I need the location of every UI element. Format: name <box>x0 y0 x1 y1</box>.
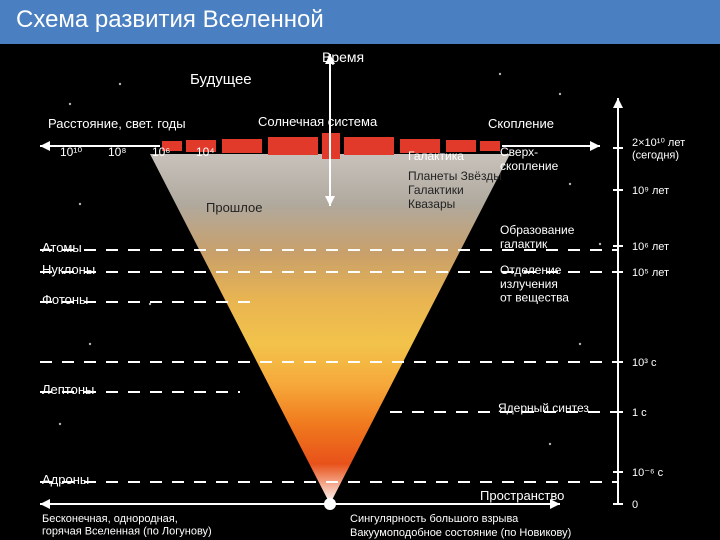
svg-text:0: 0 <box>632 499 638 511</box>
svg-text:Галактики: Галактики <box>408 183 464 197</box>
svg-text:Бесконечная, однородная,горяча: Бесконечная, однородная,горячая Вселенна… <box>42 513 212 538</box>
svg-text:10⁸: 10⁸ <box>108 145 126 159</box>
diagram-svg: Расстояние, свет. годы 10¹⁰ 10⁸ 10⁶ 10⁴ Солне… <box>0 44 720 540</box>
svg-text:2×10¹⁰ лет(сегодня): 2×10¹⁰ лет(сегодня) <box>632 137 685 162</box>
svg-text:10⁴: 10⁴ <box>196 145 215 159</box>
svg-text:Вакуумоподобное состояние (по: Вакуумоподобное состояние (по Новикову) <box>350 527 571 539</box>
svg-text:Солнечная система: Солнечная система <box>258 114 378 129</box>
svg-text:Пространство: Пространство <box>480 488 564 503</box>
svg-text:Прошлое: Прошлое <box>206 200 262 215</box>
svg-text:Фотоны: Фотоны <box>42 292 88 307</box>
svg-text:10³ с: 10³ с <box>632 357 657 369</box>
svg-text:Образованиегалактик: Образованиегалактик <box>500 223 575 251</box>
svg-text:Адроны: Адроны <box>42 472 89 487</box>
title-bar: Схема развития Вселенной <box>0 0 720 44</box>
svg-text:10⁶: 10⁶ <box>152 145 170 159</box>
diagram-area: Расстояние, свет. годы 10¹⁰ 10⁸ 10⁶ 10⁴ Солне… <box>0 44 720 540</box>
svg-text:Лептоны: Лептоны <box>42 382 94 397</box>
page-title: Схема развития Вселенной <box>16 6 324 33</box>
svg-text:Сверх-скопление: Сверх-скопление <box>500 145 559 173</box>
svg-text:10⁹ лет: 10⁹ лет <box>632 185 669 197</box>
svg-text:Скопление: Скопление <box>488 116 554 131</box>
svg-text:Будущее: Будущее <box>190 71 252 88</box>
svg-text:Отделениеизлученияот вещества: Отделениеизлученияот вещества <box>500 263 569 305</box>
svg-text:Ядерный синтез: Ядерный синтез <box>498 401 589 415</box>
svg-text:Галактика: Галактика <box>408 149 464 163</box>
svg-text:Расстояние, свет. годы: Расстояние, свет. годы <box>48 116 186 131</box>
svg-text:Сингулярность большого взрыва: Сингулярность большого взрыва <box>350 513 519 525</box>
svg-text:Планеты Звёзды: Планеты Звёзды <box>408 169 502 183</box>
svg-text:10⁻⁶ с: 10⁻⁶ с <box>632 467 664 479</box>
svg-text:Квазары: Квазары <box>408 197 455 211</box>
svg-text:1 с: 1 с <box>632 407 647 419</box>
svg-text:10⁶ лет: 10⁶ лет <box>632 241 669 253</box>
svg-text:10⁵ лет: 10⁵ лет <box>632 267 669 279</box>
svg-text:10¹⁰: 10¹⁰ <box>60 145 82 159</box>
svg-text:Атомы: Атомы <box>42 240 82 255</box>
svg-text:Время: Время <box>322 49 364 65</box>
svg-text:Нуклоны: Нуклоны <box>42 262 95 277</box>
